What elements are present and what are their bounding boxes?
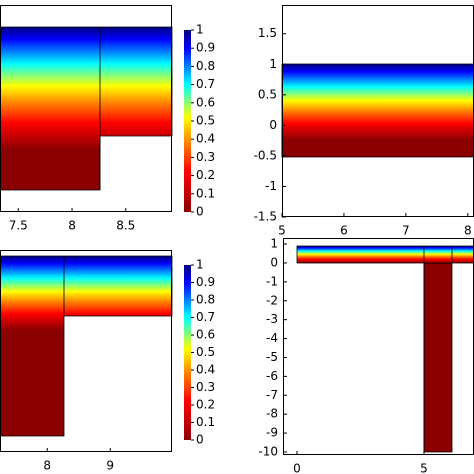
y-tick-label: 1	[269, 57, 277, 71]
colorbar-tick-label: 0.6	[196, 328, 215, 342]
y-tick-label: 1.5	[258, 26, 277, 40]
colorbar-tick-label: 0.7	[196, 77, 215, 91]
field-region	[296, 245, 474, 264]
colorbar-tick-label: 0.5	[196, 345, 215, 359]
colorbar-tick-label: 1	[196, 23, 204, 37]
y-tick-label: -9	[266, 426, 278, 440]
colorbar-tick-label: 0.3	[196, 380, 215, 394]
y-tick-label: -1	[265, 179, 277, 193]
colorbar-tick-label: 0.8	[196, 293, 215, 307]
y-tick-label: -0.5	[254, 148, 277, 162]
colorbar-tick-label: 0	[196, 433, 204, 447]
y-tick-label: -7	[266, 388, 278, 402]
colorbar-tick-label: 0.7	[196, 310, 215, 324]
y-tick-label: 1	[270, 237, 278, 251]
colorbar-tick-label: 0	[196, 205, 204, 219]
colorbar-tick-label: 0.3	[196, 150, 215, 164]
colorbar-tick-label: 0.4	[196, 363, 215, 377]
x-tick-label: 5	[278, 224, 286, 238]
field-region	[281, 63, 474, 158]
colorbar-tick-label: 0.9	[196, 41, 215, 55]
colorbar	[184, 265, 191, 440]
x-tick-label: 5	[420, 462, 428, 474]
colorbar-tick-label: 1	[196, 258, 204, 272]
colorbar	[184, 30, 191, 212]
colorbar-tick-label: 0.5	[196, 114, 215, 128]
colorbar-tick-label: 0.6	[196, 95, 215, 109]
x-tick-label: 0	[293, 462, 301, 474]
y-tick-label: 0	[269, 118, 277, 132]
x-tick-label: 8	[43, 459, 51, 473]
y-tick-label: 0	[270, 255, 278, 269]
x-tick-label: 7	[402, 224, 410, 238]
x-tick-label: 7.5	[9, 219, 28, 233]
colorbar-tick-label: 0.1	[196, 186, 215, 200]
x-tick-label: 8	[464, 224, 472, 238]
x-tick-label: 8.5	[116, 219, 135, 233]
y-tick-label: -3	[266, 312, 278, 326]
x-tick-label: 9	[106, 459, 114, 473]
y-tick-label: -4	[266, 331, 278, 345]
colorbar-tick-label: 0.4	[196, 132, 215, 146]
y-tick-label: -2	[266, 293, 278, 307]
y-tick-label: 0.5	[258, 87, 277, 101]
field-region	[0, 26, 173, 191]
y-tick-label: -8	[266, 407, 278, 421]
colorbar-tick-label: 0.8	[196, 59, 215, 73]
x-tick-label: 8	[68, 219, 76, 233]
y-tick-label: -1	[266, 274, 278, 288]
y-tick-label: -5	[266, 350, 278, 364]
colorbar-tick-label: 0.2	[196, 168, 215, 182]
colorbar-tick-label: 0.9	[196, 275, 215, 289]
y-tick-label: -10	[258, 444, 278, 458]
y-tick-label: -1.5	[254, 210, 277, 224]
plot-frame	[0, 5, 172, 212]
field-region	[423, 262, 453, 453]
colorbar-tick-label: 0.1	[196, 415, 215, 429]
field-region	[0, 255, 173, 437]
y-tick-label: -6	[266, 369, 278, 383]
colorbar-tick-label: 0.2	[196, 398, 215, 412]
x-tick-label: 6	[340, 224, 348, 238]
plot-frame	[0, 250, 172, 452]
